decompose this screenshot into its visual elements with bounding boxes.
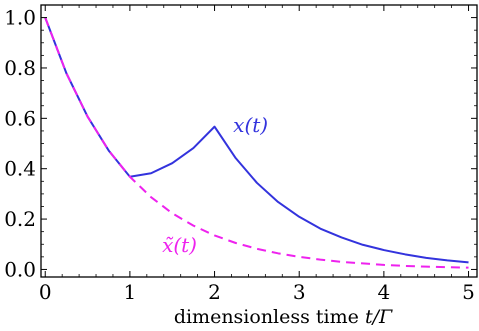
series-label-1: x̃(t) — [162, 233, 197, 257]
x-tick-label: 5 — [462, 280, 475, 304]
x-axis-title-math: t/Γ — [365, 306, 393, 328]
axes — [40, 4, 478, 278]
plot-frame — [40, 4, 478, 278]
tick-labels: 0 1 2 3 4 5 0.0 0.2 0.4 0.6 0.8 1.0 x(t) x̃(t) — [4, 6, 475, 304]
y-tick-label: 0.2 — [4, 207, 36, 231]
series-line-0 — [44, 17, 469, 264]
x-tick-label: 3 — [293, 280, 306, 304]
series-label-0: x(t) — [233, 113, 268, 137]
y-tick-label: 0.4 — [4, 157, 36, 181]
plot-area — [44, 17, 469, 269]
series-line-1 — [44, 17, 469, 269]
y-tick-label: 1.0 — [4, 6, 36, 30]
x-tick-label: 4 — [378, 280, 391, 304]
x-tick-label: 0 — [39, 280, 52, 304]
x-axis-title: dimensionless time t/Γ — [174, 306, 393, 328]
x-axis-title-prefix: dimensionless time — [174, 306, 365, 328]
x-tick-label: 2 — [208, 280, 221, 304]
y-tick-label: 0.0 — [4, 257, 36, 281]
x-tick-label: 1 — [124, 280, 137, 304]
y-tick-label: 0.6 — [4, 106, 36, 130]
y-tick-label: 0.8 — [4, 56, 36, 80]
